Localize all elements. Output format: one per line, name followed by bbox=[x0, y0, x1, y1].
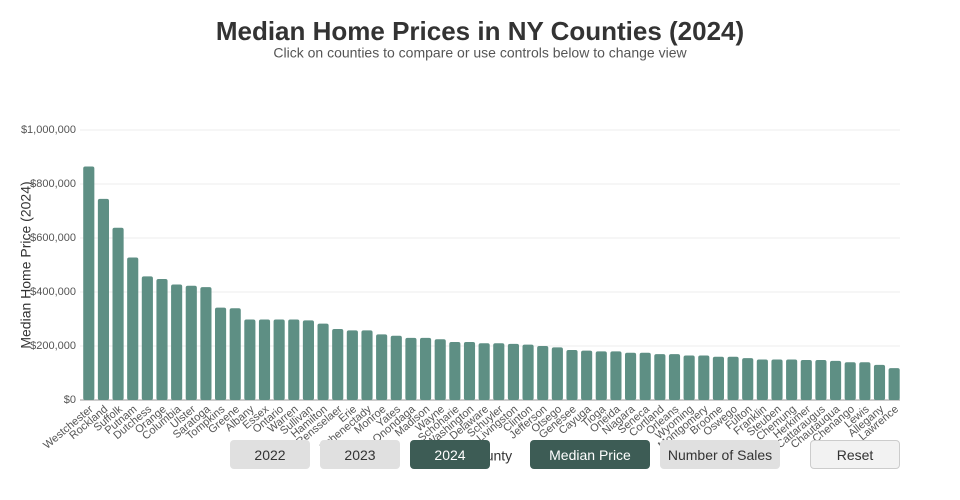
bar bbox=[346, 330, 358, 400]
bar bbox=[420, 337, 432, 400]
button[interactable]: 2022 bbox=[230, 440, 310, 469]
bar bbox=[463, 341, 476, 400]
bar bbox=[376, 334, 388, 400]
bar bbox=[156, 279, 168, 400]
bar bbox=[610, 351, 622, 400]
bar bbox=[581, 350, 593, 400]
bar bbox=[229, 308, 241, 400]
chart-title: Median Home Prices in NY Counties (2024) bbox=[216, 16, 744, 46]
button[interactable]: Number of Sales bbox=[660, 440, 780, 469]
button[interactable]: 2023 bbox=[320, 440, 400, 469]
bar bbox=[288, 319, 300, 400]
bar bbox=[317, 323, 329, 400]
bar bbox=[478, 343, 490, 400]
button[interactable]: Reset bbox=[810, 440, 900, 469]
y-axis-title: Median Home Price (2024) bbox=[18, 181, 34, 348]
bar bbox=[127, 257, 139, 400]
bar bbox=[639, 352, 651, 400]
bar bbox=[522, 344, 534, 400]
bar bbox=[756, 359, 768, 400]
bar bbox=[712, 356, 724, 400]
bar bbox=[273, 319, 285, 400]
y-tick-label: $400,000 bbox=[30, 286, 76, 298]
bar bbox=[434, 339, 446, 400]
bar bbox=[200, 287, 212, 400]
bar bbox=[332, 328, 344, 400]
bar bbox=[698, 355, 710, 400]
bar bbox=[112, 227, 124, 400]
bar bbox=[800, 360, 812, 400]
bar bbox=[83, 166, 95, 400]
bar bbox=[595, 351, 607, 400]
bar bbox=[537, 346, 549, 400]
y-tick-label: $200,000 bbox=[30, 340, 76, 352]
bar bbox=[844, 362, 856, 400]
bar bbox=[185, 285, 197, 400]
bar bbox=[727, 356, 739, 400]
y-tick-label: $800,000 bbox=[30, 178, 76, 190]
bar bbox=[786, 359, 798, 400]
bar bbox=[625, 352, 637, 400]
bar bbox=[683, 355, 695, 400]
bar bbox=[815, 360, 827, 400]
bar bbox=[390, 335, 402, 400]
bar bbox=[141, 276, 153, 400]
bar bbox=[97, 198, 109, 400]
bar bbox=[771, 359, 783, 400]
bar bbox=[215, 307, 227, 400]
bar bbox=[566, 350, 578, 400]
bar bbox=[507, 343, 519, 400]
bar bbox=[405, 337, 417, 400]
bar bbox=[742, 358, 754, 400]
bar bbox=[244, 319, 256, 400]
bar bbox=[258, 319, 271, 400]
bar bbox=[361, 330, 373, 400]
bar bbox=[859, 362, 871, 400]
chart-subtitle: Click on counties to compare or use cont… bbox=[273, 45, 687, 61]
y-tick-label: $0 bbox=[64, 394, 76, 406]
bar bbox=[668, 354, 681, 400]
button[interactable]: Median Price bbox=[530, 440, 650, 469]
y-tick-label: $1,000,000 bbox=[21, 124, 76, 136]
bar bbox=[493, 343, 505, 400]
bar bbox=[171, 284, 183, 400]
bar bbox=[551, 347, 563, 400]
bar bbox=[888, 368, 900, 400]
y-tick-label: $600,000 bbox=[30, 232, 76, 244]
bar bbox=[873, 364, 886, 400]
button[interactable]: 2024 bbox=[410, 440, 490, 469]
bar bbox=[449, 341, 461, 400]
bar bbox=[654, 354, 666, 400]
bar bbox=[830, 360, 842, 400]
bar bbox=[302, 320, 314, 400]
